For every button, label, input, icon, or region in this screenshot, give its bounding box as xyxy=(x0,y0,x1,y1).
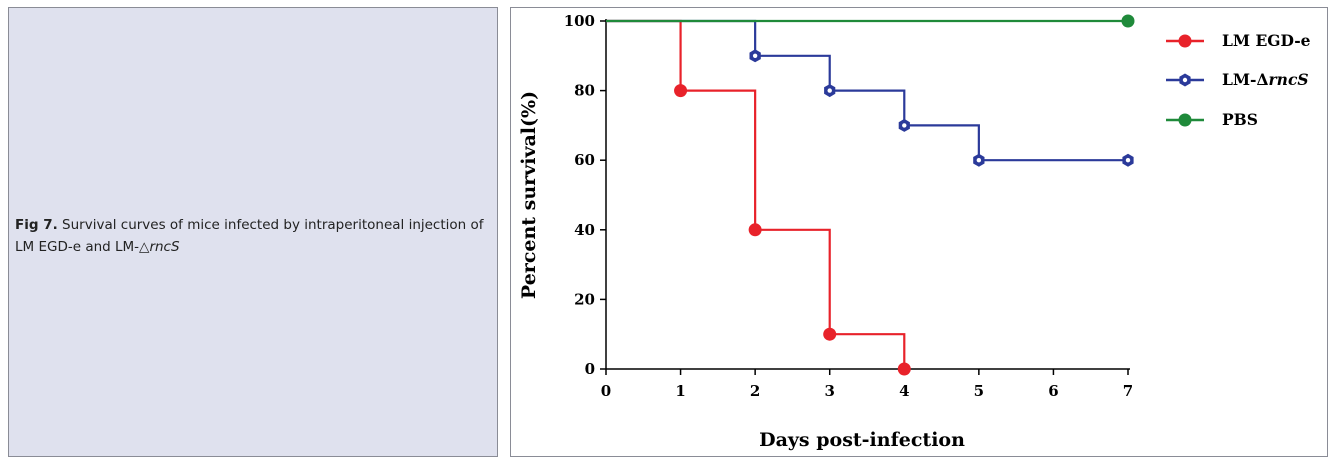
legend-label-1: LM-ΔrncS xyxy=(1222,70,1309,89)
x-tick-label: 7 xyxy=(1123,382,1133,400)
x-tick-label: 4 xyxy=(899,382,909,400)
x-tick-label: 5 xyxy=(974,382,984,400)
caption-triangle: △ xyxy=(139,239,150,255)
y-tick-label: 40 xyxy=(574,221,595,239)
data-point-1-center xyxy=(1125,158,1131,163)
figure-caption: Fig 7. Survival curves of mice infected … xyxy=(15,214,495,258)
caption-italic: rncS xyxy=(149,239,180,255)
data-point-0 xyxy=(748,223,762,237)
data-point-1-center xyxy=(752,53,758,58)
y-tick-label: 100 xyxy=(564,12,595,30)
x-tick-label: 1 xyxy=(675,382,685,400)
legend-label-text: PBS xyxy=(1222,110,1258,129)
series-line-1 xyxy=(606,19,1128,162)
legend-label-2: PBS xyxy=(1222,110,1258,129)
caption-text: Survival curves of mice infected by intr… xyxy=(15,217,484,255)
chart-panel: 0 20 40 60 80 100 0 1 2 3 4 5 6 7 Days post-infection P… xyxy=(510,7,1328,457)
data-point-0 xyxy=(674,84,688,98)
legend-marker-0 xyxy=(1178,34,1192,48)
y-tick-label: 0 xyxy=(585,360,595,378)
x-tick-label: 0 xyxy=(601,382,611,400)
x-axis-label: Days post-infection xyxy=(759,429,965,451)
caption-panel: Fig 7. Survival curves of mice infected … xyxy=(8,7,498,457)
y-tick-label: 20 xyxy=(574,290,595,308)
series-line-0 xyxy=(606,19,906,369)
data-point-1-center xyxy=(827,88,832,93)
legend-label-text: LM EGD-e xyxy=(1222,31,1311,50)
y-tick-label: 80 xyxy=(574,82,595,100)
x-tick-label: 3 xyxy=(824,382,834,400)
data-point-2 xyxy=(1121,14,1135,28)
x-tick-label: 2 xyxy=(750,382,760,400)
caption-label: Fig 7. xyxy=(15,217,58,233)
legend-marker-1-center xyxy=(1182,77,1188,83)
data-point-1-center xyxy=(902,123,907,128)
legend-label-text: LM-Δ xyxy=(1222,70,1269,89)
legend-label-0: LM EGD-e xyxy=(1222,31,1311,50)
survival-chart: 0 20 40 60 80 100 0 1 2 3 4 5 6 7 Days post-infection P… xyxy=(518,12,1311,451)
y-tick-label: 60 xyxy=(574,151,595,169)
y-axis-label: Percent survival(%) xyxy=(518,91,540,299)
data-point-0 xyxy=(823,327,837,341)
legend-marker-2 xyxy=(1178,113,1192,127)
legend-label-italic: rncS xyxy=(1269,70,1309,89)
data-point-0 xyxy=(897,362,911,376)
data-point-1-center xyxy=(976,158,982,163)
x-tick-label: 6 xyxy=(1048,382,1058,400)
